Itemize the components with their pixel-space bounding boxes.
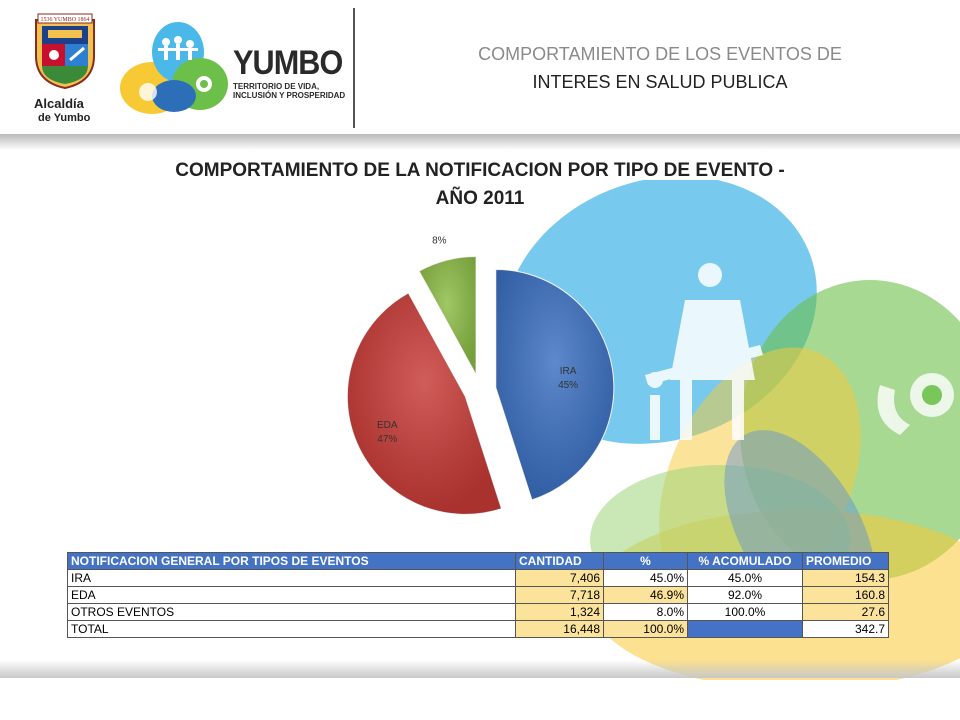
alcaldia-crest-logo: 1536 YUMBO 1864 (35, 13, 95, 90)
table-cell-promedio: 160.8 (802, 586, 889, 604)
table-cell-accumulated: 92.0% (687, 586, 803, 604)
table-cell-cantidad: 1,324 (515, 603, 604, 621)
header-title-line-2: INTERES EN SALUD PUBLICA (532, 72, 788, 92)
table-cell-accumulated: 45.0% (687, 569, 803, 587)
pie-slice-label: OTROS EVENTOS (396, 230, 482, 233)
table-header-cell: % ACOMULADO (687, 552, 803, 570)
crest-caption-de-yumbo: de Yumbo (38, 112, 91, 124)
pie-slice-label: EDA (377, 420, 398, 431)
table-cell-cantidad: 16,448 (515, 620, 604, 638)
table-cell-cantidad: 7,718 (515, 586, 604, 604)
table-cell-promedio: 27.6 (802, 603, 889, 621)
table-row: EDA 7,718 46.9% 92.0% 160.8 (67, 586, 889, 604)
yumbo-tagline-line-1: TERRITORIO DE VIDA, (233, 82, 320, 91)
table-cell-percent: 8.0% (603, 603, 688, 621)
footer-shadow (0, 660, 960, 678)
yumbo-wordmark: YUMBO (233, 44, 343, 82)
table-cell-promedio: 154.3 (802, 569, 889, 587)
table-header-cell: % (603, 552, 688, 570)
crest-band-text: 1536 YUMBO 1864 (40, 17, 89, 23)
table-cell-percent: 45.0% (603, 569, 688, 587)
pie-slice-shading (495, 269, 614, 500)
table-cell-percent: 46.9% (603, 586, 688, 604)
table-header-row: NOTIFICACION GENERAL POR TIPOS DE EVENTO… (67, 552, 889, 570)
data-table: NOTIFICACION GENERAL POR TIPOS DE EVENTO… (67, 552, 889, 638)
chart-title-line-1: COMPORTAMIENTO DE LA NOTIFICACION POR TI… (175, 160, 785, 181)
yumbo-logo-icon (120, 22, 228, 114)
table-header-cell: NOTIFICACION GENERAL POR TIPOS DE EVENTO… (67, 552, 516, 570)
pie-slice-percent-label: 47% (377, 434, 397, 445)
table-cell-accumulated: 100.0% (687, 603, 803, 621)
table-cell-cantidad: 7,406 (515, 569, 604, 587)
chart-title-line-2: AÑO 2011 (435, 188, 525, 209)
header-divider (353, 8, 355, 128)
table-cell-accumulated (687, 620, 803, 638)
header-shadow (0, 134, 960, 150)
header-title-line-1: COMPORTAMIENTO DE LOS EVENTOS DE (478, 44, 842, 64)
pie-slice-percent-label: 8% (432, 236, 447, 247)
pie-slice-shading (347, 292, 502, 515)
table-cell-label: TOTAL (67, 620, 516, 638)
table-cell-promedio: 342.7 (802, 620, 889, 638)
table-header-cell: PROMEDIO (802, 552, 889, 570)
pie-chart: IRA 45% EDA 47% OTROS EVENTOS 8% (346, 230, 615, 515)
yumbo-tagline-line-2: INCLUSIÓN Y PROSPERIDAD (233, 91, 346, 100)
pie-slice-label: IRA (560, 366, 577, 377)
crest-caption-alcaldia: Alcaldía (34, 96, 84, 111)
table-cell-label: EDA (67, 586, 516, 604)
table-cell-label: OTROS EVENTOS (67, 603, 516, 621)
pie-slice-percent-label: 45% (558, 380, 578, 391)
table-row: TOTAL 16,448 100.0% 342.7 (67, 620, 889, 638)
table-row: OTROS EVENTOS 1,324 8.0% 100.0% 27.6 (67, 603, 889, 621)
pie-slice-shading (419, 256, 477, 375)
table-cell-percent: 100.0% (603, 620, 688, 638)
table-cell-label: IRA (67, 569, 516, 587)
table-row: IRA 7,406 45.0% 45.0% 154.3 (67, 569, 889, 587)
table-header-cell: CANTIDAD (515, 552, 604, 570)
